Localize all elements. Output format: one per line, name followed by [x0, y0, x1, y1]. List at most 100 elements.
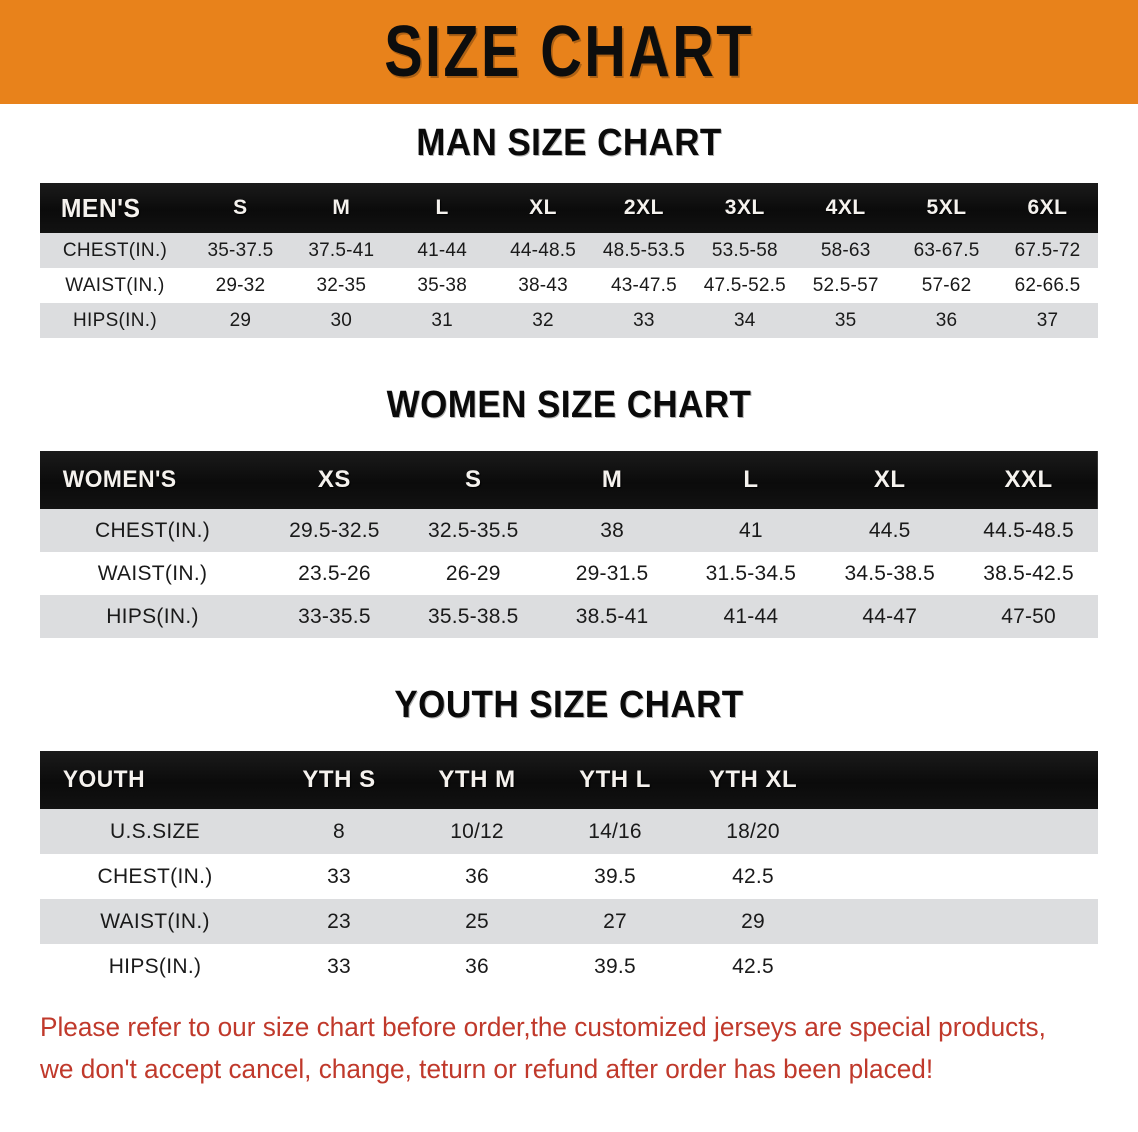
measurement-cell: 29	[190, 303, 291, 338]
men-table-head: MEN'S S M L XL 2XL 3XL 4XL 5XL 6XL	[40, 183, 1098, 233]
column-header-l: L	[435, 196, 449, 219]
row-label: U.S.SIZE	[40, 809, 270, 854]
measurement-cell: 33	[270, 854, 408, 899]
measurement-cell: 43-47.5	[593, 268, 695, 303]
measurement-cell	[822, 854, 960, 899]
measurement-cell: 41-44	[391, 233, 493, 268]
measurement-cell	[822, 944, 960, 989]
men-row-header-label: MEN'S	[60, 192, 141, 223]
measurement-cell	[822, 809, 960, 854]
measurement-cell: 44.5-48.5	[959, 509, 1098, 552]
measurement-cell: 44-48.5	[492, 233, 594, 268]
page-banner: SIZE CHART	[0, 0, 1138, 104]
column-header-m: M	[332, 196, 351, 219]
measurement-cell: 35-37.5	[190, 233, 291, 268]
row-label: WAIST(IN.)	[40, 899, 270, 944]
measurement-cell: 38.5-42.5	[959, 552, 1098, 595]
measurement-cell: 14/16	[546, 809, 684, 854]
measurement-cell: 35.5-38.5	[403, 595, 543, 638]
measurement-cell: 36	[408, 944, 546, 989]
men-table-body: CHEST(IN.) 35-37.5 37.5-41 41-44 44-48.5 48.5…	[40, 233, 1098, 338]
measurement-cell	[960, 899, 1098, 944]
measurement-cell: 63-67.5	[896, 233, 997, 268]
measurement-cell: 47.5-52.5	[694, 268, 796, 303]
measurement-cell: 38	[542, 509, 682, 552]
measurement-cell: 35	[795, 303, 897, 338]
row-label: CHEST(IN.)	[40, 854, 270, 899]
youth-row-header-label: YOUTH	[62, 766, 146, 793]
measurement-cell	[960, 809, 1098, 854]
row-label: HIPS(IN.)	[40, 944, 270, 989]
measurement-cell: 42.5	[684, 944, 822, 989]
men-size-table-wrap: MEN'S S M L XL 2XL 3XL 4XL 5XL 6XL CHEST(IN.) 35-…	[40, 183, 1098, 338]
measurement-cell: 57-62	[896, 268, 997, 303]
measurement-cell: 29-32	[190, 268, 291, 303]
table-row: HIPS(IN.) 29 30 31 32 33 34 35 36 37	[40, 303, 1098, 338]
column-header-yth-s: YTH S	[302, 766, 376, 793]
measurement-cell: 33	[270, 944, 408, 989]
table-row: CHEST(IN.) 33 36 39.5 42.5	[40, 854, 1098, 899]
column-header-6xl: 6XL	[1027, 196, 1068, 219]
measurement-cell: 32	[492, 303, 594, 338]
measurement-cell: 23	[270, 899, 408, 944]
measurement-cell: 44.5	[820, 509, 960, 552]
column-header-2xl: 2XL	[623, 196, 664, 219]
measurement-cell: 8	[270, 809, 408, 854]
women-size-table: WOMEN'S XS S M L XL XXL CHEST(IN.) 29.5-32.5 32…	[40, 451, 1098, 638]
table-row: U.S.SIZE 8 10/12 14/16 18/20	[40, 809, 1098, 854]
column-header-yth-xl: YTH XL	[708, 766, 798, 793]
note-line-2: we don't accept cancel, change, teturn o…	[40, 1053, 934, 1084]
column-header-s: S	[233, 196, 248, 219]
column-header-empty-5	[960, 751, 1098, 809]
measurement-cell: 25	[408, 899, 546, 944]
measurement-cell	[822, 899, 960, 944]
table-header-row: YOUTH YTH S YTH M YTH L YTH XL	[40, 751, 1098, 809]
measurement-cell: 32-35	[290, 268, 392, 303]
measurement-cell: 62-66.5	[997, 268, 1098, 303]
measurement-cell: 31	[391, 303, 493, 338]
measurement-cell: 23.5-26	[265, 552, 404, 595]
measurement-cell: 36	[408, 854, 546, 899]
measurement-cell: 34.5-38.5	[820, 552, 960, 595]
measurement-cell: 47-50	[959, 595, 1098, 638]
women-section-title: WOMEN SIZE CHART	[386, 384, 752, 426]
column-header-xl: XL	[873, 466, 906, 493]
measurement-cell: 29	[684, 899, 822, 944]
women-row-header-label: WOMEN'S	[62, 466, 177, 493]
measurement-cell: 37.5-41	[290, 233, 392, 268]
column-header-m: M	[601, 466, 623, 493]
table-row: WAIST(IN.) 29-32 32-35 35-38 38-43 43-47.5 47.…	[40, 268, 1098, 303]
measurement-cell: 53.5-58	[694, 233, 796, 268]
row-label: HIPS(IN.)	[40, 303, 190, 338]
row-label: CHEST(IN.)	[40, 509, 265, 552]
measurement-cell: 35-38	[391, 268, 493, 303]
men-size-table: MEN'S S M L XL 2XL 3XL 4XL 5XL 6XL CHEST(IN.) 35-…	[40, 183, 1098, 338]
measurement-cell: 67.5-72	[997, 233, 1098, 268]
measurement-cell: 26-29	[403, 552, 543, 595]
table-row: CHEST(IN.) 29.5-32.5 32.5-35.5 38 41 44.5 44.5…	[40, 509, 1098, 552]
row-label: WAIST(IN.)	[40, 268, 190, 303]
measurement-cell	[960, 854, 1098, 899]
column-header-yth-m: YTH M	[438, 766, 516, 793]
measurement-cell: 38-43	[492, 268, 594, 303]
measurement-cell: 37	[997, 303, 1098, 338]
measurement-cell: 41-44	[681, 595, 821, 638]
measurement-cell: 10/12	[408, 809, 546, 854]
measurement-cell: 18/20	[684, 809, 822, 854]
measurement-cell: 33-35.5	[265, 595, 404, 638]
measurement-cell: 36	[896, 303, 997, 338]
table-header-row: MEN'S S M L XL 2XL 3XL 4XL 5XL 6XL	[40, 183, 1098, 233]
order-policy-note: Please refer to our size chart before or…	[40, 1007, 1066, 1091]
measurement-cell: 39.5	[546, 944, 684, 989]
column-header-xxl: XXL	[1004, 466, 1053, 493]
women-size-table-wrap: WOMEN'S XS S M L XL XXL CHEST(IN.) 29.5-32.5 32…	[40, 451, 1098, 638]
measurement-cell: 32.5-35.5	[403, 509, 543, 552]
measurement-cell: 27	[546, 899, 684, 944]
measurement-cell: 29-31.5	[542, 552, 682, 595]
youth-size-table-wrap: YOUTH YTH S YTH M YTH L YTH XL U.S.SIZE 8 10/…	[40, 751, 1098, 989]
note-line-1: Please refer to our size chart before or…	[40, 1012, 1046, 1042]
measurement-cell: 44-47	[820, 595, 960, 638]
page-title: SIZE CHART	[384, 12, 754, 92]
youth-table-body: U.S.SIZE 8 10/12 14/16 18/20 CHEST(IN.) 33 36 39…	[40, 809, 1098, 989]
column-header-3xl: 3XL	[724, 196, 765, 219]
